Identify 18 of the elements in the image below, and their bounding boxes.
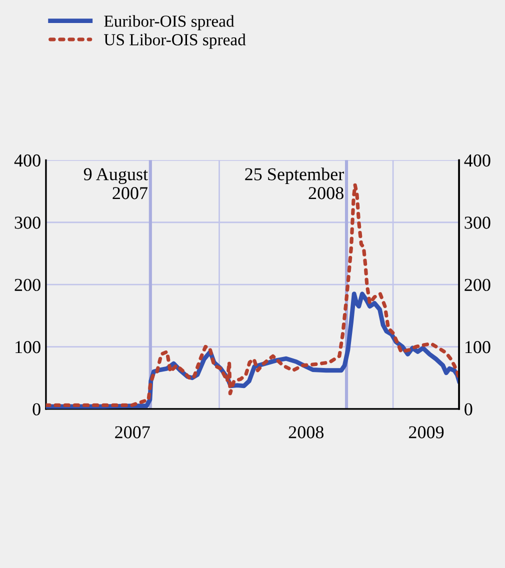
y2-tick-label: 400 [464,154,490,167]
ref-line-label: 25 September 2008 [245,168,344,200]
x-tick-label: 2007 [115,426,150,438]
y-tick-label: 0 [32,403,40,416]
y2-tick-label: 200 [464,278,490,292]
y2-tick-label: 0 [464,403,472,416]
y2-tick-label: 300 [464,216,490,229]
y-tick-label: 300 [14,216,40,229]
legend-label: US Libor-OIS spread [104,34,246,49]
legend-label: Euribor-OIS spread [104,15,234,30]
line-series [46,183,460,408]
ref-line-label: 9 August 2007 [84,168,148,200]
x-tick-label: 2009 [409,426,444,438]
x-tick-label: 2008 [288,426,324,438]
y-tick-label: 200 [14,278,40,292]
y-tick-label: 400 [14,154,40,167]
y2-tick-label: 100 [465,341,490,354]
y-tick-label: 100 [16,341,40,354]
